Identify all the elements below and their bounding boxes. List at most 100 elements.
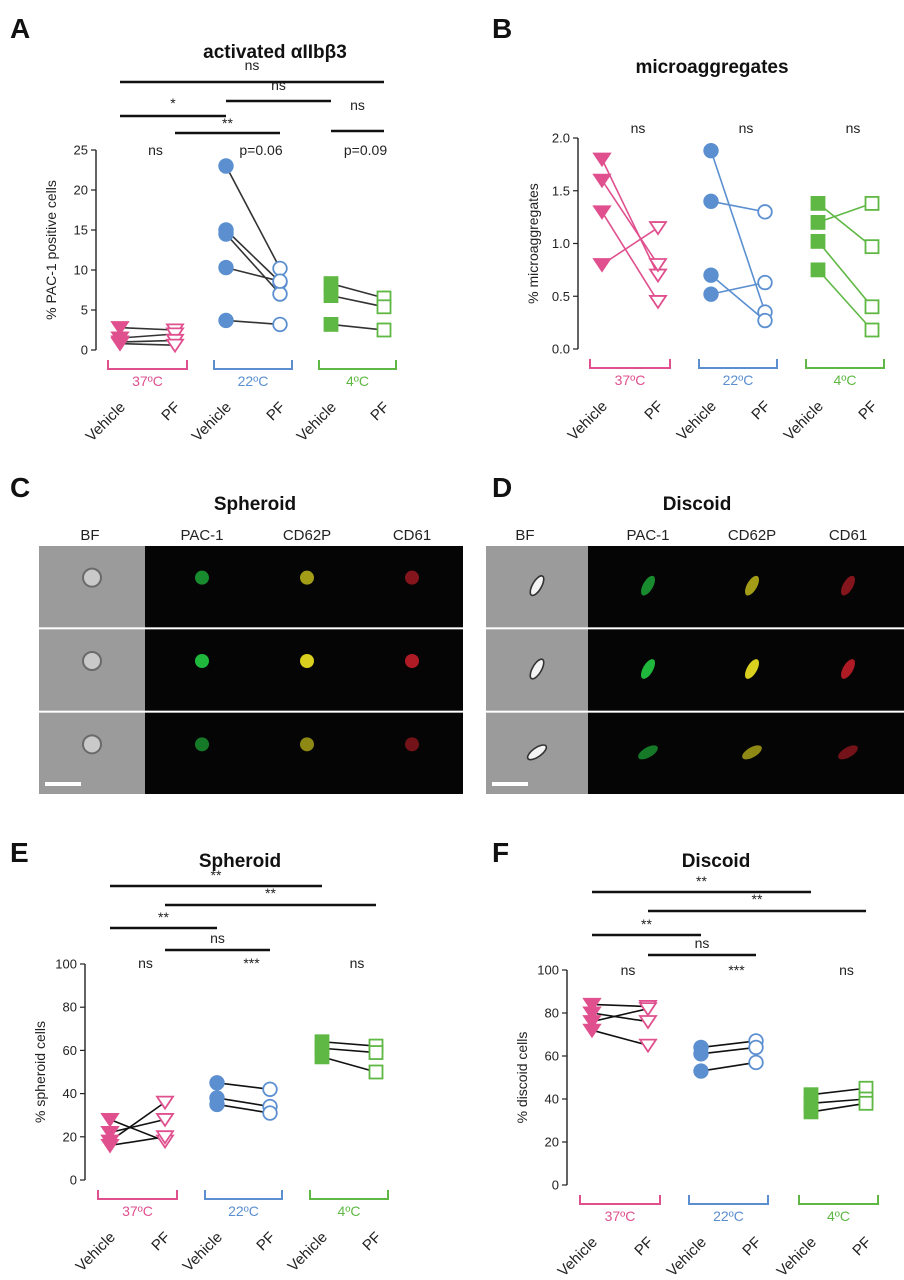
group-bracket: [107, 360, 188, 370]
vehicle-point: [100, 1113, 120, 1128]
y-tick-label: 0: [552, 1178, 559, 1193]
vehicle-point: [703, 286, 719, 302]
category-label: PF: [631, 1234, 657, 1260]
group-bracket: [805, 359, 885, 369]
y-tick-label: 10: [74, 263, 88, 278]
platelet-fluorescence: [641, 659, 655, 679]
pf-point: [648, 295, 668, 310]
vehicle-point: [110, 321, 130, 336]
y-tick-label: 0: [81, 343, 88, 358]
category-label: PF: [849, 1234, 875, 1260]
pair-line: [216, 1103, 271, 1114]
y-tick-label: 1.5: [552, 183, 570, 198]
pf-point: [638, 1038, 658, 1054]
platelet-fluorescence: [841, 659, 855, 679]
group-bracket: [589, 359, 671, 369]
category-label: Vehicle: [285, 1229, 331, 1275]
within-significance: ns: [621, 962, 636, 978]
vehicle-point: [703, 193, 719, 210]
vehicle-point: [693, 1063, 709, 1079]
pf-point: [864, 322, 880, 338]
pf-point: [272, 286, 288, 302]
group-label: 4ºC: [337, 1203, 360, 1219]
category-label: Vehicle: [774, 1234, 820, 1280]
chart-title: activated αIIbβ3: [203, 42, 347, 63]
pair-line: [321, 1056, 377, 1073]
within-significance: ***: [243, 955, 260, 971]
vehicle-point: [592, 258, 612, 273]
y-axis-label: % PAC-1 positive cells: [43, 180, 59, 320]
group-bracket: [579, 1195, 661, 1205]
category-label: PF: [359, 1229, 385, 1255]
y-tick-label: 15: [74, 223, 88, 238]
group-bracket: [309, 1190, 389, 1200]
pair-line: [330, 282, 385, 299]
group-bracket: [318, 360, 397, 370]
y-tick-label: 0: [70, 1173, 77, 1188]
pf-point: [757, 312, 773, 329]
y-tick-label: 40: [63, 1086, 77, 1101]
comparison-label: ns: [210, 930, 225, 946]
vehicle-point: [703, 142, 719, 159]
fluorescence-tile: [588, 629, 904, 711]
vehicle-point: [323, 316, 339, 332]
vehicle-point: [582, 1015, 602, 1030]
category-label: Vehicle: [555, 1234, 601, 1280]
comparison-label: **: [752, 891, 763, 907]
chart-title: microaggregates: [635, 57, 788, 78]
group-label: 37ºC: [122, 1203, 153, 1219]
y-tick-label: 25: [74, 143, 88, 158]
pair-line: [700, 1061, 757, 1072]
pf-point: [648, 258, 668, 273]
group-bracket: [213, 360, 293, 370]
panel-c-microscopy: C Spheroid BF PAC-1 CD62P CD61: [10, 472, 463, 794]
pf-point: [748, 1039, 764, 1056]
pair-line: [225, 319, 281, 326]
category-label: PF: [367, 399, 393, 425]
pair-line: [817, 269, 873, 331]
vehicle-point: [582, 997, 602, 1013]
vehicle-point: [218, 312, 234, 329]
pair-line: [817, 202, 873, 224]
within-significance: ns: [631, 120, 646, 136]
pair-line: [321, 1040, 377, 1047]
comparison-label: **: [696, 873, 707, 889]
panel-title: Discoid: [663, 494, 732, 515]
vehicle-point: [218, 226, 234, 242]
comparison-label: ns: [695, 935, 710, 951]
platelet-fluorescence: [745, 659, 759, 679]
platelet-fluorescence: [195, 570, 209, 585]
pair-line: [119, 339, 176, 343]
pf-point: [864, 299, 880, 315]
platelet-fluorescence: [641, 575, 655, 596]
platelet-fluorescence: [195, 737, 209, 752]
y-tick-label: 80: [545, 1006, 559, 1021]
pf-point: [376, 299, 392, 315]
within-significance: p=0.06: [239, 142, 282, 158]
comparison-label: ns: [271, 77, 286, 93]
category-label: PF: [739, 1234, 765, 1260]
pf-point: [155, 1095, 175, 1111]
pair-line: [119, 342, 176, 346]
category-label: PF: [641, 398, 667, 424]
fluorescence-tile: [145, 629, 463, 711]
pf-point: [272, 273, 288, 289]
category-label: Vehicle: [674, 398, 720, 444]
vehicle-point: [810, 196, 826, 211]
group-label: 22ºC: [238, 373, 269, 389]
platelet-fluorescence: [195, 654, 209, 668]
y-tick-label: 60: [63, 1043, 77, 1058]
pair-line: [330, 323, 385, 331]
panel-letter: E: [10, 837, 29, 868]
platelet-brightfield: [82, 567, 102, 588]
pf-point: [376, 322, 392, 338]
panel-letter: A: [10, 13, 30, 44]
group-label: 22ºC: [713, 1208, 744, 1224]
panel-title: Spheroid: [214, 494, 296, 515]
y-tick-label: 1.0: [552, 236, 570, 251]
category-label: Vehicle: [189, 399, 235, 445]
y-tick-label: 80: [63, 1000, 77, 1015]
pf-point: [638, 1015, 658, 1030]
comparison-label: **: [222, 115, 233, 131]
